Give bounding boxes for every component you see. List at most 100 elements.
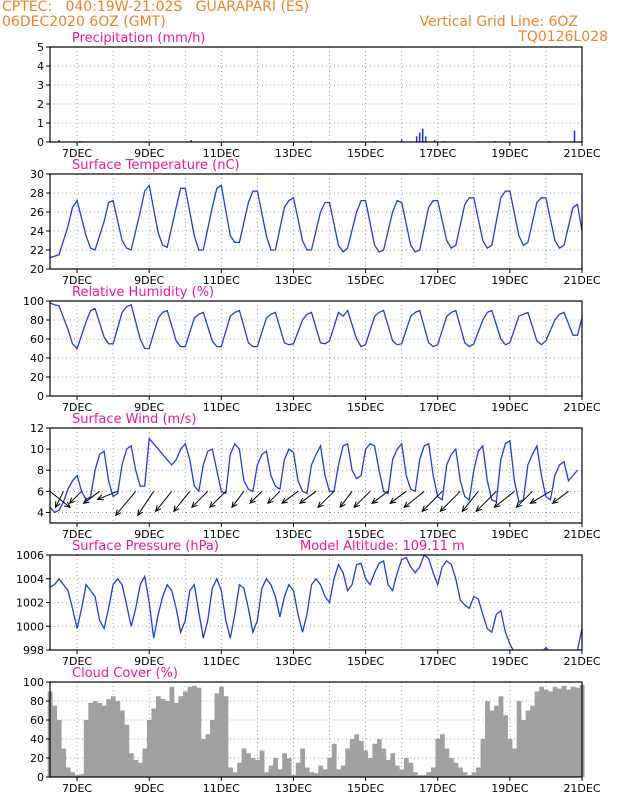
cloud-cover-bar	[552, 686, 558, 777]
wind-arrow-head	[439, 505, 447, 513]
wind-arrow-shaft	[191, 490, 209, 508]
cloud-cover-bar	[142, 748, 148, 777]
cloud-cover-bar	[164, 701, 170, 777]
wind-arrow	[54, 491, 64, 509]
x-tick-label: 15DEC	[347, 274, 384, 287]
x-tick-label: 19DEC	[491, 782, 528, 795]
wind-arrow-head	[389, 497, 397, 505]
cloud-cover-bar	[458, 767, 463, 777]
wind-arrow-head	[515, 501, 523, 509]
cloud-cover-bar	[205, 734, 211, 777]
wind-arrow-head	[208, 501, 216, 509]
wind-arrow-shaft	[403, 490, 425, 508]
wind-arrow-head	[461, 505, 468, 513]
wind-arrow	[551, 490, 569, 505]
panel-frame	[49, 427, 583, 524]
panel-1: 0 1 2 3 4 5 7DEC 9DEC 11DEC 13DEC 15DEC 17DEC 19DEC 2…	[37, 31, 601, 160]
wind-arrow-shaft	[55, 491, 64, 508]
x-tick-label: 7DEC	[62, 655, 92, 668]
wind-arrow	[403, 490, 425, 509]
y-tick-label: 20	[30, 263, 44, 276]
cloud-cover-bar	[155, 696, 161, 777]
wind-arrow-head	[353, 501, 360, 509]
y-tick-label: 40	[30, 733, 44, 746]
cloud-cover-bar	[309, 772, 315, 777]
cloud-cover-bar	[56, 720, 62, 777]
x-tick-label: 21DEC	[563, 528, 600, 541]
wind-arrow-shaft	[461, 491, 479, 512]
precip-bar	[190, 140, 193, 142]
x-tick-label: 9DEC	[134, 401, 164, 414]
x-tick-label: 7DEC	[62, 528, 92, 541]
cloud-cover-bar	[223, 696, 229, 777]
cloud-cover-bar	[376, 739, 382, 777]
cloud-cover-bar	[471, 772, 477, 777]
cloud-cover-bar	[336, 769, 342, 777]
cloud-cover-bar	[354, 734, 360, 777]
cloud-cover-bar	[79, 774, 85, 777]
wind-arrow-shaft	[552, 490, 569, 504]
y-tick-label: 0	[37, 771, 44, 784]
wind-arrow-head	[339, 501, 346, 509]
wind-arrow-head	[82, 497, 90, 505]
y-tick-label: 3	[37, 79, 44, 92]
cloud-cover-bar	[295, 762, 301, 777]
wind-arrow-head	[154, 505, 162, 513]
panel-title: Surface Pressure (hPa)	[72, 539, 219, 554]
cloud-cover-bar	[110, 696, 116, 777]
cloud-cover-bar	[318, 765, 324, 777]
y-tick-label: 4	[37, 60, 44, 73]
cloud-cover-bar	[259, 750, 265, 777]
cloud-cover-bar	[183, 691, 188, 777]
cloud-cover-bar	[65, 767, 71, 777]
cloud-cover-bar	[399, 769, 405, 777]
wind-arrow-shaft	[339, 491, 353, 508]
station-header-line1: CPTEC: 040:19W-21:02S GUARAPARI (ES)	[2, 0, 310, 15]
cloud-cover-bar	[151, 708, 157, 777]
cloud-cover-bar	[322, 769, 328, 777]
x-tick-label: 19DEC	[491, 274, 528, 287]
panel-title: Relative Humidity (%)	[72, 285, 214, 300]
panel-2: 20 22 24 26 28 30 7DEC 9DEC 11DEC 13DEC 15DEC 17DEC…	[30, 158, 601, 287]
y-tick-label: 100	[23, 295, 44, 308]
wind-arrow-shaft	[516, 490, 533, 508]
x-tick-label: 9DEC	[134, 528, 164, 541]
cloud-cover-bar	[444, 748, 450, 777]
x-tick-label: 7DEC	[62, 401, 92, 414]
y-tick-label: 80	[30, 314, 44, 327]
cloud-cover-bar	[124, 724, 130, 777]
wind-arrow-shaft	[155, 491, 173, 512]
panel-title: Precipitation (mm/h)	[72, 31, 205, 46]
wind-arrow-head	[551, 497, 559, 505]
cloud-cover-bar	[313, 773, 319, 777]
precip-bar	[433, 140, 436, 142]
cloud-cover-bar	[237, 762, 242, 777]
cloud-cover-bar	[575, 687, 581, 777]
cloud-cover-bar	[476, 767, 481, 777]
cloud-cover-bar	[453, 762, 459, 777]
wind-arrow	[389, 490, 407, 505]
cloud-cover-bar	[160, 699, 166, 777]
x-tick-label: 19DEC	[491, 401, 528, 414]
cloud-cover-bar	[282, 753, 287, 777]
y-tick-label: 1006	[16, 549, 44, 562]
cloud-cover-bar	[70, 772, 76, 777]
wind-arrow	[421, 490, 443, 513]
cloud-cover-bar	[83, 720, 89, 777]
precip-bar	[58, 140, 60, 142]
wind-arrow-shaft	[299, 490, 317, 504]
wind-arrow-head	[68, 497, 76, 505]
wind-arrow	[190, 490, 209, 509]
x-tick-label: 15DEC	[347, 528, 384, 541]
y-tick-label: 8	[37, 464, 44, 477]
x-tick-label: 13DEC	[275, 528, 312, 541]
cloud-cover-bar	[498, 696, 504, 777]
cloud-cover-bar	[548, 691, 553, 777]
y-tick-label: 12	[30, 422, 44, 435]
cloud-cover-bar	[250, 758, 256, 777]
cloud-cover-bar	[462, 772, 468, 777]
cloud-cover-bar	[381, 748, 387, 777]
panel-frame	[49, 300, 583, 397]
wind-arrow	[529, 490, 551, 504]
